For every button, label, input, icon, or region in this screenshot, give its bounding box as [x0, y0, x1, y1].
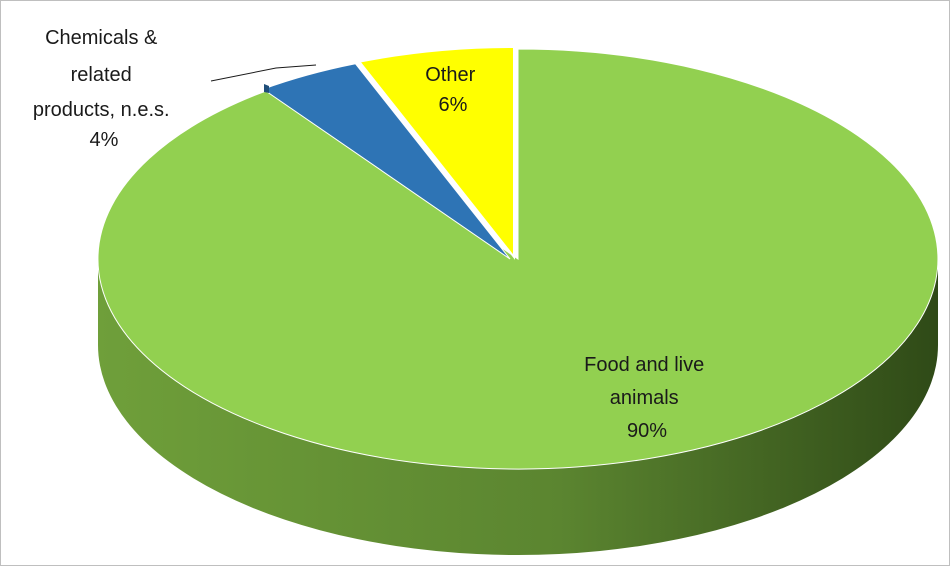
slice-chemicals — [262, 63, 511, 260]
chemicals-leader-line — [210, 64, 317, 82]
label-other: Other 6% — [425, 64, 481, 116]
label-chemicals: Chemicals & related products, n.e.s. 4% — [33, 27, 175, 151]
label-food-and-live-animals: Food and live animals 90% — [584, 354, 710, 442]
slice-chemicals-side — [264, 84, 269, 93]
slice-food-side — [98, 259, 938, 555]
slice-other — [357, 45, 515, 260]
slice-food-and-live-animals — [97, 48, 939, 470]
